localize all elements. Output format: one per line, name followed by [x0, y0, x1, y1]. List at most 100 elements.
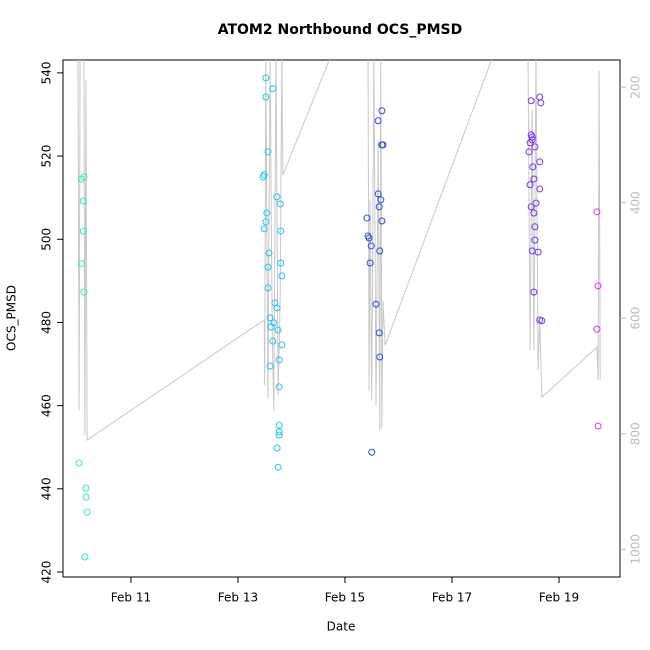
scatter-point	[278, 272, 286, 280]
scatter-point	[530, 175, 538, 183]
scatter-point	[526, 139, 534, 147]
scatter-point	[532, 199, 540, 207]
data-line	[77, 60, 601, 442]
y-tick-label: 540	[40, 61, 54, 84]
scatter-point	[277, 227, 285, 235]
y2-tick-label: 400	[629, 191, 643, 214]
scatter-point	[273, 304, 281, 312]
scatter-point	[367, 242, 375, 250]
scatter-point	[273, 193, 281, 201]
scatter-point	[276, 200, 284, 208]
y2-tick-label: 600	[629, 307, 643, 330]
scatter-point	[82, 493, 90, 501]
scatter-point	[266, 314, 274, 322]
scatter-point	[378, 107, 386, 115]
x-tick-label: Feb 11	[111, 591, 151, 605]
scatter-point	[264, 263, 272, 271]
scatter-point	[368, 448, 376, 456]
scatter-point	[365, 234, 373, 242]
scatter-point	[275, 383, 283, 391]
scatter-point	[260, 171, 268, 179]
scatter-point	[534, 248, 542, 256]
scatter-point	[538, 317, 546, 325]
scatter-point	[80, 173, 88, 181]
scatter-point	[265, 249, 273, 257]
scatter-point	[529, 163, 537, 171]
scatter-point	[527, 97, 535, 105]
scatter-point	[527, 203, 535, 211]
scatter-point	[273, 444, 281, 452]
scatter-point	[593, 325, 601, 333]
scatter-point	[377, 196, 385, 204]
scatter-point	[375, 203, 383, 211]
x-tick-label: Feb 19	[539, 591, 579, 605]
scatter-point	[262, 93, 270, 101]
scatter-point	[75, 459, 83, 467]
scatter-point	[263, 209, 271, 217]
scatter-point	[366, 259, 374, 267]
scatter-point	[264, 284, 272, 292]
scatter-point	[79, 227, 87, 235]
scatter-point	[274, 463, 282, 471]
scatter-point	[530, 288, 538, 296]
scatter-point	[275, 421, 283, 429]
scatter-point	[594, 282, 602, 290]
scatter-point	[527, 131, 535, 139]
scatter-point	[536, 93, 544, 101]
scatter-point	[530, 209, 538, 217]
scatter-point	[594, 422, 602, 430]
scatter-point	[526, 181, 534, 189]
y-axis-label: OCS_PMSD	[5, 285, 19, 351]
scatter-point	[79, 197, 87, 205]
scatter-point	[376, 353, 384, 361]
chart-title: ATOM2 Northbound OCS_PMSD	[218, 22, 463, 38]
scatter-point	[275, 431, 283, 439]
scatter-point	[376, 247, 384, 255]
scatter-point	[277, 259, 285, 267]
scatter-point	[262, 218, 270, 226]
y-tick-label: 500	[40, 228, 54, 251]
y2-tick-label: 1000	[629, 534, 643, 565]
scatter-point	[81, 553, 89, 561]
y-tick-label: 480	[40, 311, 54, 334]
plot-area	[75, 60, 602, 561]
y-tick-label: 520	[40, 145, 54, 168]
scatter-point	[266, 362, 274, 370]
scatter-point	[363, 214, 371, 222]
scatter-point	[536, 185, 544, 193]
scatter-point	[531, 223, 539, 231]
scatter-point	[274, 326, 282, 334]
scatter-point	[80, 288, 88, 296]
scatter-point	[82, 484, 90, 492]
scatter-point	[77, 260, 85, 268]
scatter-point	[378, 141, 386, 149]
scatter-point	[374, 117, 382, 125]
scatter-point	[267, 323, 275, 331]
scatter-point	[269, 85, 277, 93]
scatter-point	[269, 337, 277, 345]
y2-tick-label: 200	[629, 76, 643, 99]
scatter-point	[593, 208, 601, 216]
x-tick-label: Feb 17	[432, 591, 472, 605]
scatter-point	[372, 300, 380, 308]
scatter-point	[378, 217, 386, 225]
scatter-point	[260, 225, 268, 233]
scatter-point	[278, 341, 286, 349]
x-axis-label: Date	[327, 620, 356, 634]
scatter-point	[264, 148, 272, 156]
scatter-point	[262, 74, 270, 82]
scatter-point	[537, 99, 545, 107]
scatter-point	[531, 236, 539, 244]
x-tick-label: Feb 15	[325, 591, 365, 605]
y-tick-label: 460	[40, 394, 54, 417]
scatter-point	[536, 158, 544, 166]
y2-tick-label: 800	[629, 422, 643, 445]
scatter-point	[374, 190, 382, 198]
scatter-point	[375, 329, 383, 337]
scatter-point	[275, 428, 283, 436]
scatter-point	[83, 508, 91, 516]
x-tick-label: Feb 13	[218, 591, 258, 605]
scatter-point	[275, 356, 283, 364]
